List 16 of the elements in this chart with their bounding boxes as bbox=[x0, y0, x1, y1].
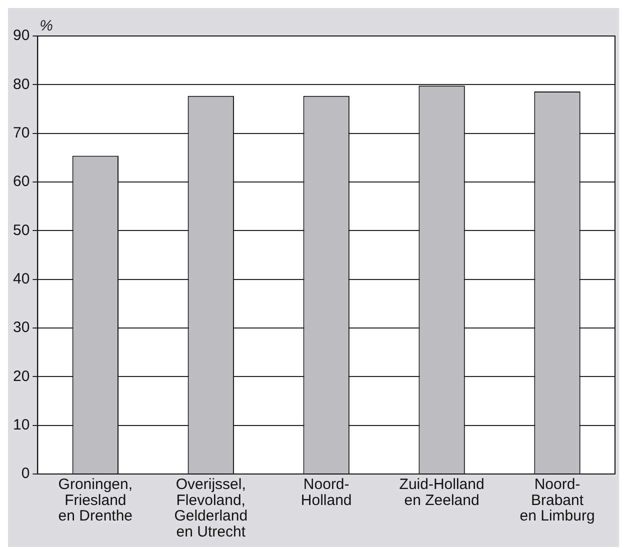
y-tick-label: 60 bbox=[12, 173, 30, 190]
y-tick-label: 90 bbox=[12, 27, 30, 44]
y-tick-label: 70 bbox=[12, 124, 30, 142]
y-tick-label: 50 bbox=[12, 222, 30, 239]
x-tick-label: Zuid-Holland en Zeeland bbox=[399, 476, 484, 509]
y-tick-label: 40 bbox=[12, 270, 30, 288]
x-tick-label: Overijssel, Flevoland, Gelderland en Utrecht bbox=[174, 476, 248, 540]
y-tick-label: 10 bbox=[12, 416, 30, 434]
x-tick-label: Groningen, Friesland en Drenthe bbox=[58, 476, 133, 525]
y-tick-label: 80 bbox=[12, 76, 30, 93]
y-tick-label: 30 bbox=[12, 319, 30, 336]
y-axis-title: % bbox=[40, 18, 54, 35]
x-tick-label: Noord- Brabant en Limburg bbox=[520, 476, 595, 525]
y-tick-label: 0 bbox=[21, 465, 30, 482]
x-tick-label: Noord- Holland bbox=[300, 476, 352, 509]
y-tick-label: 20 bbox=[12, 368, 30, 385]
